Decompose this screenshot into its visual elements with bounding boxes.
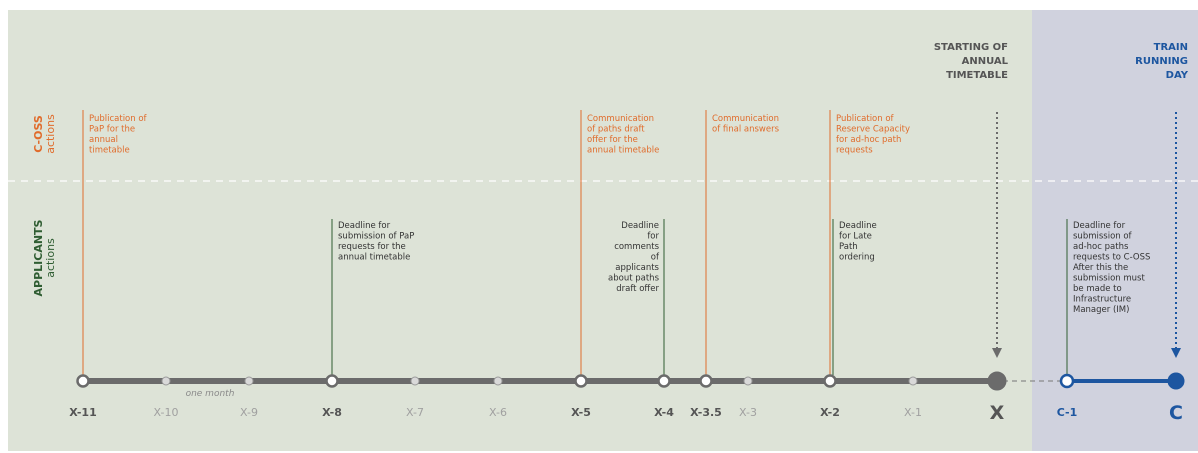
- tick-label-x-3: X-3: [739, 406, 757, 419]
- tick-label-x-10: X-10: [154, 406, 179, 419]
- applicants-actions-label: actions: [44, 238, 57, 278]
- applicant-event-text-x-4: applicants: [615, 263, 659, 273]
- applicant-event-text-x-4: about paths: [608, 274, 660, 284]
- applicant-event-text-c-1: Deadline for: [1073, 221, 1126, 231]
- tick-label-x-7: X-7: [406, 406, 424, 419]
- timeline: one month: [83, 378, 1176, 399]
- tick-label-x-11: X-11: [69, 406, 96, 419]
- tick-label-x-8: X-8: [322, 406, 342, 419]
- tick-marker-x-9: [244, 376, 254, 386]
- applicant-event-text-c-1: After this the: [1073, 263, 1128, 273]
- tick-marker-x-2: [823, 374, 837, 388]
- tick-label-x-3-5: X-3.5: [690, 406, 722, 419]
- applicant-event-text-x-4: Deadline: [621, 221, 659, 231]
- coss-event-text-x-2: Publication of: [836, 114, 895, 124]
- coss-event-text-x-5: of paths draft: [587, 125, 645, 135]
- coss-event-text-x-2: requests: [836, 146, 873, 156]
- timeline-ticks: X-11 X-10 X-9 X-8 X-7 X-6 X-5 X-4 X-3.5 X-3 X-2 X-1…: [69, 371, 1185, 424]
- one-month-label: one month: [186, 389, 235, 399]
- applicant-event-text-x-8: requests for the: [338, 242, 406, 252]
- coss-event-text-x-2: Reserve Capacity: [836, 125, 910, 135]
- tick-marker-c-1: [1059, 373, 1075, 389]
- coss-event-text-x-11: annual: [89, 135, 118, 145]
- main-background: [8, 10, 1032, 451]
- tick-marker-c: [1167, 372, 1185, 390]
- applicant-event-text-x-4: of: [651, 253, 660, 263]
- applicant-event-text-x-8: Deadline for: [338, 221, 391, 231]
- tick-marker-x-3: [743, 376, 753, 386]
- tick-marker-x-10: [161, 376, 171, 386]
- tick-marker-x-4: [657, 374, 671, 388]
- applicant-event-text-x-4: draft offer: [616, 284, 659, 294]
- train-header-line-3: DAY: [1166, 70, 1189, 81]
- starting-header-line-1: STARTING OF: [934, 42, 1008, 53]
- coss-event-text-x-11: timetable: [89, 146, 130, 156]
- tick-marker-x-6: [493, 376, 503, 386]
- applicant-event-text-x-8: annual timetable: [338, 253, 410, 263]
- train-header-line-2: RUNNING: [1135, 56, 1188, 67]
- starting-header-line-2: ANNUAL: [962, 56, 1009, 67]
- applicant-event-text-x-2: ordering: [839, 253, 875, 263]
- tick-marker-x-8: [325, 374, 339, 388]
- tick-label-x: X: [990, 402, 1005, 424]
- applicant-event-text-x-8: submission of PaP: [338, 232, 414, 242]
- tick-marker-x-3-5: [699, 374, 713, 388]
- train-header-line-1: TRAIN: [1154, 42, 1188, 53]
- train-running-day-header: TRAIN RUNNING DAY: [1135, 42, 1189, 81]
- applicant-event-text-x-4: for: [647, 232, 659, 242]
- applicant-event-text-x-2: Path: [839, 242, 858, 252]
- coss-event-text-x-11: PaP for the: [89, 125, 135, 135]
- tick-label-c: C: [1169, 402, 1183, 424]
- coss-event-text-x-5: Communication: [587, 114, 654, 124]
- applicant-event-text-c-1: be made to: [1073, 284, 1122, 294]
- starting-header-line-3: TIMETABLE: [946, 70, 1008, 81]
- tick-label-x-2: X-2: [820, 406, 840, 419]
- applicants-label: APPLICANTS: [32, 219, 45, 296]
- tick-marker-x: [987, 371, 1007, 391]
- applicant-event-text-x-4: comments: [614, 242, 659, 252]
- applicant-event-text-x-2: Deadline: [839, 221, 877, 231]
- coss-event-text-x-3-5: of final answers: [712, 125, 780, 135]
- applicant-event-text-c-1: submission must: [1073, 274, 1145, 284]
- applicant-event-text-x-2: for Late: [839, 232, 872, 242]
- tick-label-c-1: C-1: [1057, 406, 1078, 419]
- coss-actions-label: actions: [44, 114, 57, 154]
- coss-event-text-x-5: annual timetable: [587, 146, 659, 156]
- tick-marker-x-5: [574, 374, 588, 388]
- coss-event-text-x-11: Publication of: [89, 114, 148, 124]
- coss-event-text-x-2: for ad-hoc path: [836, 135, 901, 145]
- applicant-event-text-c-1: Manager (IM): [1073, 305, 1129, 315]
- coss-event-text-x-5: offer for the: [587, 135, 638, 145]
- applicant-event-text-c-1: requests to C-OSS: [1073, 253, 1150, 263]
- coss-label-bold: C-OSS: [32, 115, 45, 153]
- tick-label-x-4: X-4: [654, 406, 674, 419]
- coss-event-text-x-3-5: Communication: [712, 114, 779, 124]
- tick-label-x-1: X-1: [904, 406, 922, 419]
- tick-label-x-5: X-5: [571, 406, 591, 419]
- tick-marker-x-1: [908, 376, 918, 386]
- applicant-event-text-c-1: ad-hoc paths: [1073, 242, 1129, 252]
- applicant-event-text-c-1: Infrastructure: [1073, 295, 1131, 305]
- tick-label-x-6: X-6: [489, 406, 507, 419]
- applicant-event-text-c-1: submission of: [1073, 232, 1133, 242]
- tick-label-x-9: X-9: [240, 406, 258, 419]
- starting-annual-timetable-header: STARTING OF ANNUAL TIMETABLE: [934, 42, 1009, 81]
- tick-marker-x-7: [410, 376, 420, 386]
- coss-label: C-OSS: [32, 115, 45, 153]
- tick-marker-x-11: [76, 374, 90, 388]
